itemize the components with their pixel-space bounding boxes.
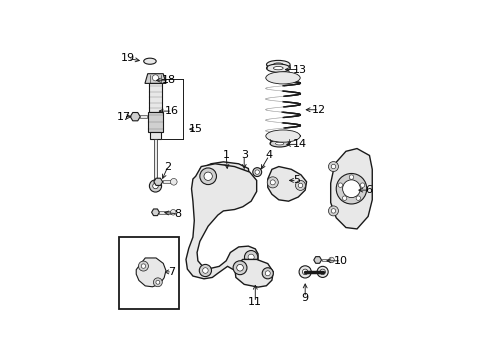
Text: 13: 13 xyxy=(293,64,307,75)
Circle shape xyxy=(343,196,347,201)
Circle shape xyxy=(265,271,270,276)
Circle shape xyxy=(349,175,354,179)
Polygon shape xyxy=(130,112,140,121)
Ellipse shape xyxy=(266,130,300,142)
Circle shape xyxy=(233,261,247,275)
Bar xyxy=(159,211,173,214)
Text: 3: 3 xyxy=(241,150,248,161)
Polygon shape xyxy=(314,257,321,263)
Text: 16: 16 xyxy=(165,106,179,116)
Circle shape xyxy=(328,162,339,172)
Polygon shape xyxy=(268,167,307,201)
Circle shape xyxy=(338,183,343,187)
Circle shape xyxy=(171,210,176,215)
Circle shape xyxy=(299,266,311,278)
Ellipse shape xyxy=(144,58,156,64)
Text: 9: 9 xyxy=(302,293,309,303)
Circle shape xyxy=(320,269,325,275)
Ellipse shape xyxy=(273,67,283,70)
Text: 17: 17 xyxy=(117,112,131,122)
Bar xyxy=(120,237,179,309)
Text: 18: 18 xyxy=(162,75,176,85)
Bar xyxy=(150,132,161,139)
Circle shape xyxy=(200,168,217,185)
Ellipse shape xyxy=(270,136,290,143)
Text: 7: 7 xyxy=(169,267,176,277)
Circle shape xyxy=(204,172,212,180)
Text: 5: 5 xyxy=(294,175,300,185)
Circle shape xyxy=(331,164,336,169)
Circle shape xyxy=(199,264,212,276)
Ellipse shape xyxy=(267,64,290,72)
Circle shape xyxy=(156,280,160,284)
Bar xyxy=(163,180,174,183)
Circle shape xyxy=(153,278,162,287)
Circle shape xyxy=(220,169,227,177)
Circle shape xyxy=(152,75,159,81)
Circle shape xyxy=(139,261,148,271)
Circle shape xyxy=(203,268,208,273)
Circle shape xyxy=(222,171,225,175)
Text: 15: 15 xyxy=(189,124,203,134)
Text: 10: 10 xyxy=(334,256,348,266)
Circle shape xyxy=(328,206,339,216)
Circle shape xyxy=(267,177,278,188)
Circle shape xyxy=(255,170,259,174)
Circle shape xyxy=(216,165,231,181)
Circle shape xyxy=(331,209,336,213)
Text: 14: 14 xyxy=(293,139,307,149)
Circle shape xyxy=(343,180,360,198)
Text: 6: 6 xyxy=(366,185,372,195)
Circle shape xyxy=(295,180,305,190)
Circle shape xyxy=(329,257,334,263)
Circle shape xyxy=(360,183,365,187)
Polygon shape xyxy=(200,162,250,183)
Polygon shape xyxy=(154,178,163,185)
Circle shape xyxy=(141,264,146,268)
Bar xyxy=(148,84,162,112)
Circle shape xyxy=(153,183,158,189)
Polygon shape xyxy=(150,74,157,81)
Text: 12: 12 xyxy=(312,105,326,115)
Text: 4: 4 xyxy=(266,150,273,161)
Circle shape xyxy=(152,76,155,80)
Circle shape xyxy=(356,196,361,201)
Bar xyxy=(147,112,163,132)
Bar xyxy=(321,258,331,261)
Ellipse shape xyxy=(275,138,284,141)
Circle shape xyxy=(245,251,258,264)
Circle shape xyxy=(253,168,262,176)
Circle shape xyxy=(237,264,244,271)
Ellipse shape xyxy=(266,72,300,84)
Text: 11: 11 xyxy=(248,297,262,307)
Circle shape xyxy=(302,269,308,275)
Circle shape xyxy=(241,171,244,175)
Circle shape xyxy=(270,180,275,185)
Circle shape xyxy=(317,266,328,278)
Circle shape xyxy=(149,180,162,192)
Circle shape xyxy=(239,169,246,176)
Ellipse shape xyxy=(267,60,290,69)
Polygon shape xyxy=(145,74,166,84)
Circle shape xyxy=(171,179,177,185)
Polygon shape xyxy=(235,260,273,287)
Text: 2: 2 xyxy=(165,162,172,172)
Polygon shape xyxy=(136,258,166,287)
Text: 8: 8 xyxy=(174,209,181,219)
Circle shape xyxy=(262,268,273,279)
Bar xyxy=(153,139,157,180)
Polygon shape xyxy=(331,149,372,229)
Circle shape xyxy=(336,174,367,204)
Text: 1: 1 xyxy=(222,150,230,161)
Circle shape xyxy=(298,183,303,188)
Ellipse shape xyxy=(275,142,284,145)
Ellipse shape xyxy=(270,140,290,147)
Circle shape xyxy=(248,254,254,260)
Polygon shape xyxy=(151,209,159,216)
Bar xyxy=(140,115,147,118)
Ellipse shape xyxy=(273,63,283,66)
Polygon shape xyxy=(186,164,258,279)
Text: 19: 19 xyxy=(121,53,135,63)
